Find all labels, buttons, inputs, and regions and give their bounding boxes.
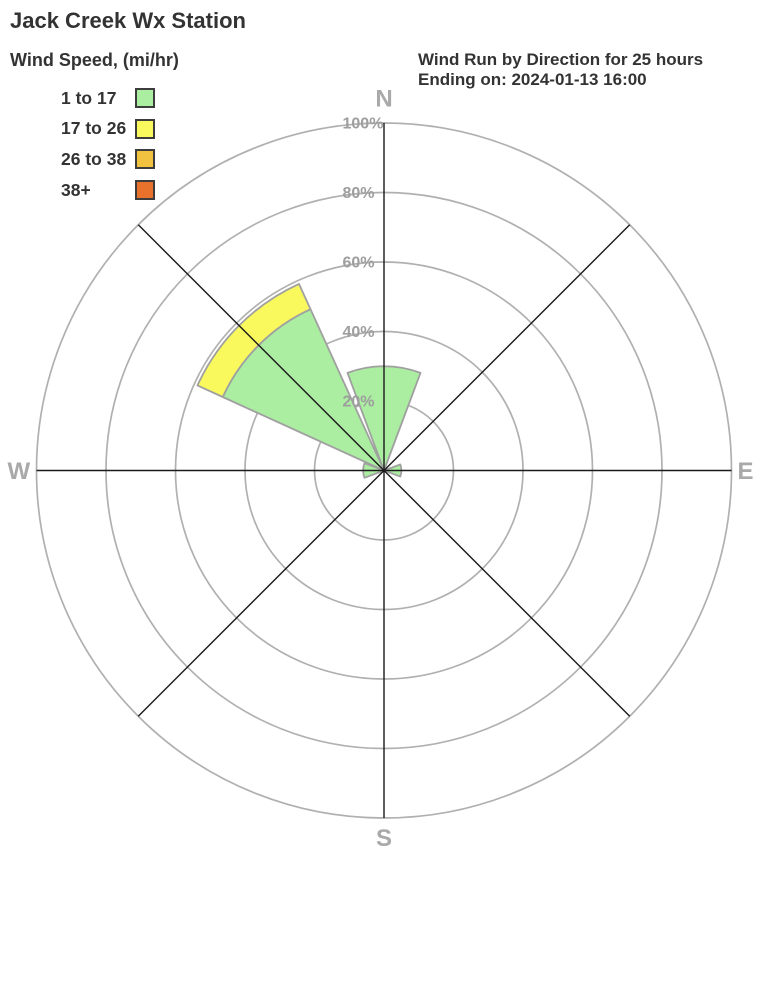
legend-item-label: 1 to 17 xyxy=(61,87,117,108)
compass-label-south: S xyxy=(376,825,392,852)
page-title: Jack Creek Wx Station xyxy=(10,8,246,33)
legend-swatch-yellow xyxy=(135,118,155,139)
radial-tick-label: 60% xyxy=(343,255,375,272)
legend-swatch-orange xyxy=(135,180,155,201)
compass-label-north: N xyxy=(375,86,392,113)
wind-speed-legend: 1 to 17 17 to 26 26 to 38 38+ xyxy=(61,83,231,205)
legend-item: 17 to 26 xyxy=(61,114,231,145)
axis-lines xyxy=(36,123,732,818)
chart-subtitle: Wind Run by Direction for 25 hours Endin… xyxy=(418,50,703,90)
subtitle-line-2: Ending on: 2024-01-13 16:00 xyxy=(418,70,647,89)
radial-tick-label: 100% xyxy=(343,116,384,133)
legend-item-label: 38+ xyxy=(61,179,91,200)
legend-swatch-amber xyxy=(135,149,155,170)
radial-tick-labels: 20% 40% 60% 80% 100% xyxy=(343,116,384,411)
radial-tick-label: 80% xyxy=(343,185,375,202)
radial-tick-label: 40% xyxy=(343,324,375,341)
legend-swatch-green xyxy=(135,88,155,109)
wind-sectors xyxy=(196,283,422,479)
legend-item: 1 to 17 xyxy=(61,83,231,114)
legend-item: 38+ xyxy=(61,175,231,206)
compass-label-west: W xyxy=(8,458,31,485)
legend-title: Wind Speed, (mi/hr) xyxy=(10,50,179,70)
compass-label-east: E xyxy=(738,458,754,485)
legend-item: 26 to 38 xyxy=(61,144,231,175)
axis-line xyxy=(137,224,631,717)
compass-labels: N S E W xyxy=(8,86,754,853)
radial-tick-label: 20% xyxy=(343,394,375,411)
subtitle-line-1: Wind Run by Direction for 25 hours xyxy=(418,50,704,69)
legend-item-label: 17 to 26 xyxy=(61,118,127,139)
legend-item-label: 26 to 38 xyxy=(61,148,127,169)
